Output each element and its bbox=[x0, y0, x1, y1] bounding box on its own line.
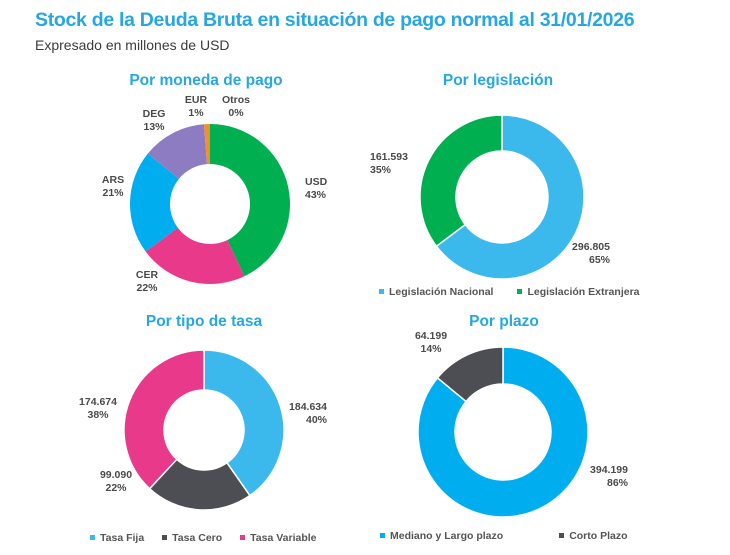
donut-legislacion: 296.805 65% 161.593 35% bbox=[370, 114, 611, 280]
data-label-ars: ARS 21% bbox=[102, 174, 124, 199]
legend-swatch-icon bbox=[240, 534, 246, 540]
legend-item-legislación-nacional: Legislación Nacional bbox=[379, 286, 493, 298]
legend-swatch-icon bbox=[379, 288, 384, 294]
chart-title-tasa: Por tipo de tasa bbox=[145, 313, 263, 330]
legend-swatch-icon bbox=[162, 534, 168, 540]
legend-item-tasa-cero: Tasa Cero bbox=[162, 532, 222, 544]
chart-title-legislacion: Por legislación bbox=[442, 72, 554, 89]
page-title: Stock de la Deuda Bruta en situación de … bbox=[35, 9, 635, 31]
legend-label: Corto Plazo bbox=[569, 530, 628, 542]
donut-tasa: 184.634 40% 99.090 22% 174.674 38% bbox=[79, 349, 328, 511]
slice-cer bbox=[145, 227, 245, 284]
data-label-eur: EUR 1% bbox=[185, 94, 208, 119]
legend-label: Tasa Variable bbox=[250, 532, 317, 544]
legend-plazo: Mediano y Largo plazo Corto Plazo bbox=[380, 530, 642, 542]
slice-legislación-extranjera bbox=[419, 114, 503, 248]
legend-item-legislación-extranjera: Legislación Extranjera bbox=[517, 286, 640, 298]
legend-label: Tasa Fija bbox=[100, 532, 145, 544]
legend-swatch-icon bbox=[517, 288, 523, 294]
data-label-corto-plazo: 64.199 14% bbox=[415, 330, 447, 355]
data-label-tasa-cero: 99.090 22% bbox=[100, 469, 132, 494]
slice-tasa-fija bbox=[203, 349, 285, 497]
legend-legislacion: Legislación Nacional Legislación Extranje… bbox=[379, 286, 654, 298]
slice-usd bbox=[210, 124, 290, 277]
legend-swatch-icon bbox=[380, 532, 385, 538]
slice-mediano-y-largo-plazo bbox=[417, 346, 589, 518]
legend-item-tasa-fija: Tasa Fija bbox=[90, 532, 144, 544]
legend-item-tasa-variable: Tasa Variable bbox=[240, 532, 317, 544]
data-label-tasa-fija: 184.634 40% bbox=[289, 401, 328, 426]
slice-corto-plazo bbox=[436, 346, 504, 403]
data-label-legislación-nacional: 296.805 65% bbox=[572, 241, 611, 266]
data-label-tasa-variable: 174.674 38% bbox=[79, 396, 117, 421]
legend-label: Tasa Cero bbox=[172, 532, 223, 544]
legend-label: Mediano y Largo plazo bbox=[390, 530, 504, 542]
page-subtitle: Expresado en millones de USD bbox=[35, 37, 230, 53]
data-label-usd: USD 43% bbox=[305, 176, 328, 201]
legend-tasa: Tasa Fija Tasa Cero Tasa Variable bbox=[90, 532, 335, 544]
legend-item-mediano-y-largo-plazo: Mediano y Largo plazo bbox=[380, 530, 503, 542]
legend-item-corto-plazo: Corto Plazo bbox=[559, 530, 628, 542]
donut-moneda: USD 43% CER 22% ARS 21% DEG 13% EUR 1% Otros 0% bbox=[102, 94, 328, 294]
slice-ars bbox=[129, 153, 179, 252]
data-label-cer: CER 22% bbox=[136, 269, 159, 294]
data-label-legislación-extranjera: 161.593 35% bbox=[370, 151, 408, 176]
slice-eur bbox=[203, 124, 210, 165]
chart-title-moneda: Por moneda de pago bbox=[129, 72, 283, 89]
data-label-deg: DEG 13% bbox=[143, 108, 166, 133]
slice-deg bbox=[147, 124, 207, 179]
data-label-otros: Otros 0% bbox=[222, 94, 250, 119]
chart-title-plazo: Por plazo bbox=[469, 313, 539, 330]
legend-swatch-icon bbox=[90, 534, 95, 540]
legend-swatch-icon bbox=[559, 532, 565, 538]
slice-legislación-nacional bbox=[435, 114, 585, 280]
data-label-mediano-y-largo-plazo: 394.199 86% bbox=[590, 464, 629, 489]
donut-plazo: 394.199 86% 64.199 14% bbox=[415, 330, 629, 518]
legend-label: Legislación Extranjera bbox=[527, 286, 640, 298]
legend-label: Legislación Nacional bbox=[389, 286, 494, 298]
slice-tasa-variable bbox=[123, 349, 205, 490]
